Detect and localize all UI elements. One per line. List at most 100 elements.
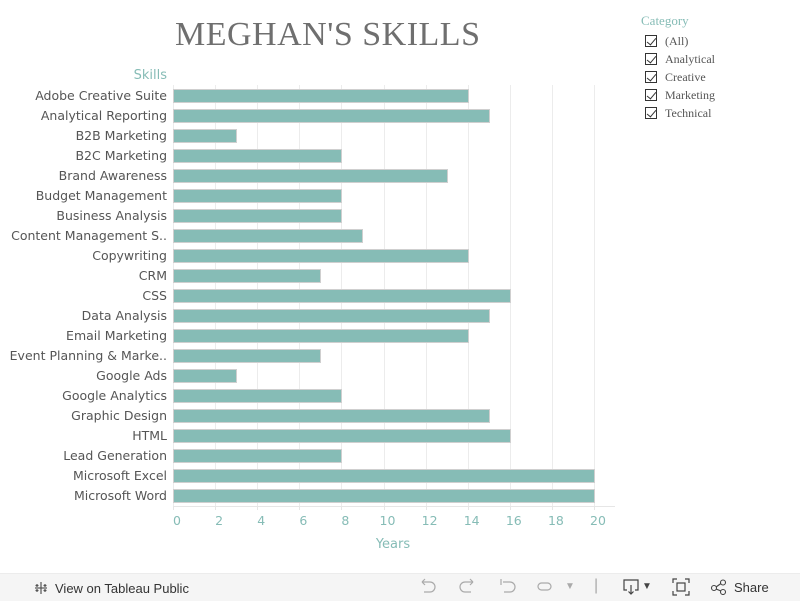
toolbar-divider: | xyxy=(594,577,599,594)
fullscreen-icon[interactable] xyxy=(672,578,690,601)
x-tick-label: 18 xyxy=(547,513,564,528)
x-tick-label: 4 xyxy=(257,513,266,528)
skill-bar[interactable] xyxy=(173,189,343,203)
tableau-toolbar: View on Tableau Public ▼ | ▼ Share xyxy=(0,573,800,601)
x-tick-label: 14 xyxy=(463,513,480,528)
axis-tick xyxy=(509,506,511,510)
filter-option-label: Creative xyxy=(665,69,706,84)
skill-label[interactable]: Lead Generation xyxy=(63,448,167,463)
skill-label[interactable]: Email Marketing xyxy=(66,328,167,343)
refresh-icon[interactable] xyxy=(536,578,554,599)
filter-option-label: Analytical xyxy=(665,51,715,66)
share-button[interactable]: Share xyxy=(710,579,769,595)
skill-bar[interactable] xyxy=(173,249,469,263)
view-on-tableau-label: View on Tableau Public xyxy=(55,580,189,596)
skill-bar[interactable] xyxy=(173,329,469,343)
chart-title: MEGHAN'S SKILLS xyxy=(175,16,481,53)
skill-label[interactable]: Google Analytics xyxy=(62,388,167,403)
x-tick-label: 0 xyxy=(173,513,181,528)
download-icon[interactable] xyxy=(622,578,640,601)
skill-bar[interactable] xyxy=(173,289,511,303)
x-tick-label: 2 xyxy=(215,513,224,528)
skill-bar[interactable] xyxy=(173,309,490,323)
skill-bar[interactable] xyxy=(173,469,595,483)
checkbox-checked-icon[interactable] xyxy=(645,71,657,83)
axis-tick xyxy=(594,506,595,510)
download-dropdown-chevron-icon[interactable]: ▼ xyxy=(642,581,652,592)
axis-tick xyxy=(341,506,343,510)
skill-label[interactable]: Brand Awareness xyxy=(58,168,167,183)
x-tick-label: 10 xyxy=(379,513,396,528)
axis-tick xyxy=(551,506,553,510)
skill-bar[interactable] xyxy=(173,129,238,143)
gridline xyxy=(551,85,553,506)
y-axis-title: Skills xyxy=(133,68,167,83)
undo-icon[interactable] xyxy=(419,578,437,599)
filter-option-analytical[interactable]: Analytical xyxy=(645,50,715,68)
category-filter: Category (All) Analytical Creative Marke… xyxy=(641,13,715,122)
skill-label[interactable]: HTML xyxy=(132,428,167,443)
axis-tick xyxy=(425,506,427,510)
refresh-dropdown-chevron-icon[interactable]: ▼ xyxy=(565,581,575,592)
gridline xyxy=(594,85,595,506)
filter-option-all[interactable]: (All) xyxy=(645,32,715,50)
skill-bar[interactable] xyxy=(173,269,322,283)
skill-label[interactable]: Business Analysis xyxy=(56,208,167,223)
redo-icon[interactable] xyxy=(458,578,476,599)
x-tick-label: 16 xyxy=(505,513,522,528)
checkbox-checked-icon[interactable] xyxy=(645,53,657,65)
revert-icon[interactable] xyxy=(499,578,517,599)
view-on-tableau-link[interactable]: View on Tableau Public xyxy=(33,580,189,596)
skill-label[interactable]: Content Management S.. xyxy=(11,228,167,243)
skill-bar[interactable] xyxy=(173,369,238,383)
axis-tick xyxy=(299,506,301,510)
axis-tick xyxy=(257,506,259,510)
skill-label[interactable]: Adobe Creative Suite xyxy=(35,88,167,103)
skill-label[interactable]: Graphic Design xyxy=(71,408,167,423)
skill-bar[interactable] xyxy=(173,209,343,223)
skill-label[interactable]: Microsoft Word xyxy=(74,488,167,503)
skill-label[interactable]: Copywriting xyxy=(92,248,167,263)
axis-tick xyxy=(467,506,469,510)
skill-label[interactable]: CRM xyxy=(138,268,167,283)
skill-label[interactable]: Analytical Reporting xyxy=(40,108,167,123)
skill-bar[interactable] xyxy=(173,429,511,443)
filter-title: Category xyxy=(641,13,689,28)
filter-option-label: Technical xyxy=(665,105,712,120)
filter-option-technical[interactable]: Technical xyxy=(645,104,715,122)
share-label: Share xyxy=(734,579,769,595)
x-tick-label: 6 xyxy=(299,513,308,528)
share-icon xyxy=(710,579,727,595)
checkbox-checked-icon[interactable] xyxy=(645,107,657,119)
checkbox-checked-icon[interactable] xyxy=(645,89,657,101)
skill-label[interactable]: B2B Marketing xyxy=(75,128,167,143)
x-tick-label: 20 xyxy=(590,513,606,528)
skill-bar[interactable] xyxy=(173,489,595,503)
skill-bar[interactable] xyxy=(173,109,490,123)
skill-bar[interactable] xyxy=(173,169,448,183)
skill-bar[interactable] xyxy=(173,149,343,163)
skill-bar[interactable] xyxy=(173,409,490,423)
skill-label[interactable]: Google Ads xyxy=(96,368,167,383)
skill-label[interactable]: Data Analysis xyxy=(81,308,167,323)
skill-bar[interactable] xyxy=(173,449,343,463)
skill-bar[interactable] xyxy=(173,89,469,103)
skill-label[interactable]: Microsoft Excel xyxy=(73,468,167,483)
skill-label[interactable]: Event Planning & Marke.. xyxy=(9,348,167,363)
axis-tick xyxy=(173,506,174,510)
axis-tick xyxy=(215,506,217,510)
filter-option-marketing[interactable]: Marketing xyxy=(645,86,715,104)
filter-option-creative[interactable]: Creative xyxy=(645,68,715,86)
x-axis-line xyxy=(173,506,615,507)
checkbox-checked-icon[interactable] xyxy=(645,35,657,47)
skill-bar[interactable] xyxy=(173,229,364,243)
skill-bar[interactable] xyxy=(173,349,322,363)
skill-label[interactable]: B2C Marketing xyxy=(75,148,167,163)
filter-option-label: Marketing xyxy=(665,87,715,102)
filter-option-label: (All) xyxy=(665,33,689,48)
skill-bar[interactable] xyxy=(173,389,343,403)
skill-label[interactable]: CSS xyxy=(142,288,167,303)
axis-tick xyxy=(383,506,385,510)
skill-label[interactable]: Budget Management xyxy=(35,188,167,203)
tableau-logo-icon xyxy=(35,582,47,594)
